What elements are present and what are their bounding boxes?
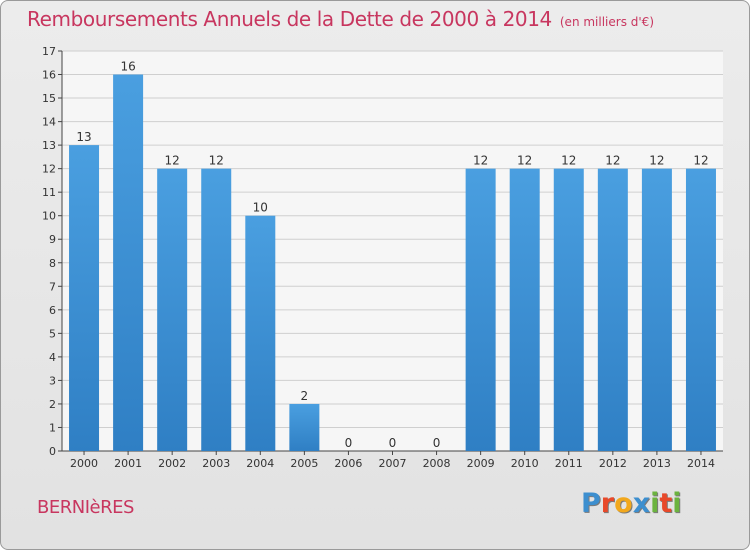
x-tick-label: 2014	[687, 457, 715, 470]
y-tick-label: 2	[49, 398, 56, 411]
chart-unit: (en milliers d'€)	[559, 15, 654, 29]
x-tick-label: 2006	[334, 457, 362, 470]
data-label: 0	[389, 436, 397, 450]
chart-title: Remboursements Annuels de la Dette de 20…	[27, 7, 654, 31]
town-name: BERNIèRES	[37, 497, 134, 518]
x-tick-label: 2007	[379, 457, 407, 470]
bar	[69, 145, 100, 451]
data-label: 12	[165, 154, 180, 168]
bar	[641, 168, 672, 451]
x-tick-label: 2011	[555, 457, 583, 470]
data-label: 0	[433, 436, 441, 450]
x-tick-label: 2005	[290, 457, 318, 470]
data-label: 12	[473, 154, 488, 168]
bar	[553, 168, 584, 451]
y-tick-label: 9	[49, 233, 56, 246]
y-tick-label: 3	[49, 374, 56, 387]
bar	[289, 403, 320, 451]
bar	[245, 215, 276, 451]
y-tick-label: 13	[42, 139, 56, 152]
proxiti-logo[interactable]: Proxiti	[581, 488, 682, 519]
data-label: 12	[561, 154, 576, 168]
logo-letter: o	[614, 488, 633, 519]
data-label: 12	[649, 154, 664, 168]
x-tick-label: 2002	[158, 457, 186, 470]
data-label: 16	[120, 60, 135, 74]
x-tick-label: 2003	[202, 457, 230, 470]
x-tick-label: 2008	[423, 457, 451, 470]
y-tick-label: 0	[49, 445, 56, 458]
x-tick-label: 2009	[467, 457, 495, 470]
data-label: 12	[605, 154, 620, 168]
x-tick-label: 2000	[70, 457, 98, 470]
bar	[113, 74, 144, 451]
y-tick-label: 5	[49, 327, 56, 340]
data-label: 12	[693, 154, 708, 168]
y-tick-label: 12	[42, 163, 56, 176]
x-tick-label: 2010	[511, 457, 539, 470]
chart-title-text: Remboursements Annuels de la Dette de 20…	[27, 7, 552, 31]
data-label: 12	[517, 154, 532, 168]
data-label: 0	[345, 436, 353, 450]
data-label: 2	[301, 389, 309, 403]
y-tick-label: 11	[42, 186, 56, 199]
y-tick-label: 1	[49, 421, 56, 434]
bar	[465, 168, 496, 451]
data-label: 13	[76, 130, 91, 144]
bar	[201, 168, 232, 451]
logo-letter: t	[659, 488, 673, 519]
logo-letter: P	[581, 488, 601, 519]
y-tick-label: 17	[42, 45, 56, 58]
data-label: 10	[253, 201, 268, 215]
x-tick-label: 2012	[599, 457, 627, 470]
logo-letter: i	[650, 488, 660, 519]
y-tick-label: 8	[49, 257, 56, 270]
logo-letter: i	[672, 488, 682, 519]
y-tick-label: 14	[42, 116, 56, 129]
y-tick-label: 10	[42, 210, 56, 223]
bar	[157, 168, 188, 451]
logo-letter: r	[600, 488, 615, 519]
y-tick-label: 6	[49, 304, 56, 317]
x-tick-label: 2004	[246, 457, 274, 470]
bar	[597, 168, 628, 451]
x-tick-label: 2001	[114, 457, 142, 470]
y-tick-label: 4	[49, 351, 56, 364]
y-tick-label: 16	[42, 69, 56, 82]
data-label: 12	[209, 154, 224, 168]
bar	[509, 168, 540, 451]
y-tick-label: 15	[42, 92, 56, 105]
x-tick-label: 2013	[643, 457, 671, 470]
y-tick-label: 7	[49, 280, 56, 293]
logo-letter: x	[632, 488, 651, 519]
bar	[685, 168, 716, 451]
